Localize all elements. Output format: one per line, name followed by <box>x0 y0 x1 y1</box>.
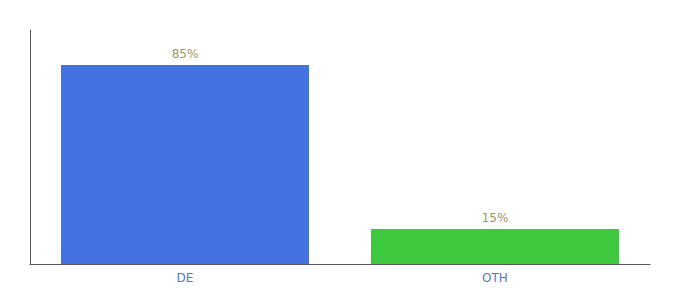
svg-text:OTH: OTH <box>482 271 508 285</box>
svg-text:DE: DE <box>177 271 194 285</box>
svg-text:15%: 15% <box>482 211 509 225</box>
svg-text:85%: 85% <box>172 47 199 61</box>
